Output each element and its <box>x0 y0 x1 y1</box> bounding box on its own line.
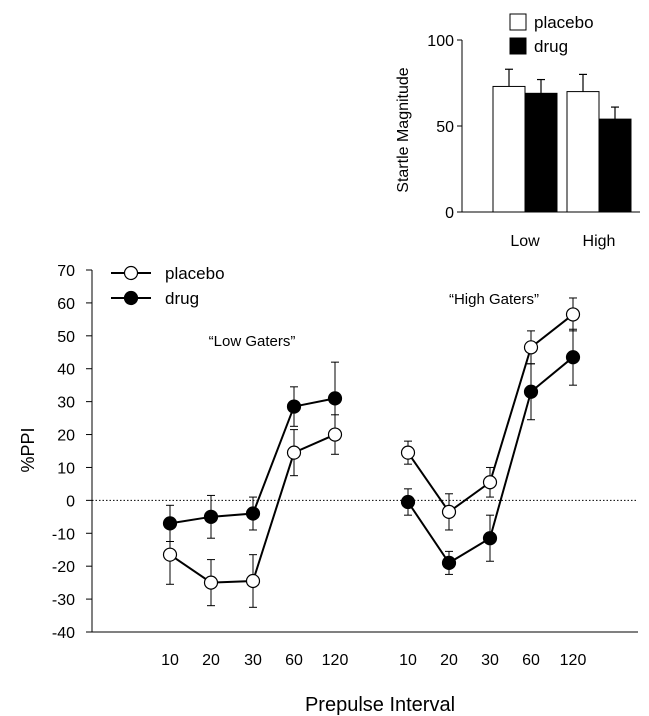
line-y-tick-label: 10 <box>57 460 75 477</box>
line-x-tick-label: 60 <box>285 652 303 669</box>
point-placebo <box>203 575 219 590</box>
line-x-tick-label: 30 <box>244 652 262 669</box>
bar-category-label: Low <box>510 233 540 250</box>
point-placebo <box>400 445 416 460</box>
point-drug <box>482 531 498 546</box>
point-placebo <box>565 307 581 322</box>
bar-legend-label: drug <box>534 37 568 56</box>
group-label: “Low Gaters” <box>209 333 296 350</box>
line-y-tick-label: 20 <box>57 428 75 445</box>
line-y-tick-label: -30 <box>52 592 75 609</box>
point-placebo <box>523 340 539 355</box>
line-x-tick-label: 10 <box>399 652 417 669</box>
line-legend-marker-drug <box>123 290 139 306</box>
point-drug <box>286 399 302 414</box>
bar-drug <box>598 118 632 213</box>
point-drug <box>203 509 219 524</box>
bar-y-tick-label: 100 <box>427 33 454 50</box>
bar-y-tick-label: 0 <box>445 205 454 222</box>
point-drug <box>327 391 343 406</box>
bar-y-label: Startle Magnitude <box>395 67 412 193</box>
point-placebo <box>441 504 457 519</box>
line-x-tick-label: 120 <box>560 652 587 669</box>
line-y-tick-label: 30 <box>57 395 75 412</box>
line-y-tick-label: -10 <box>52 526 75 543</box>
bar-placebo <box>566 91 600 213</box>
point-placebo <box>286 445 302 460</box>
line-y-tick-label: 70 <box>57 263 75 280</box>
point-drug <box>523 384 539 399</box>
point-placebo <box>327 427 343 442</box>
line-x-label: Prepulse Interval <box>305 694 455 716</box>
point-drug <box>565 350 581 365</box>
bar-drug <box>524 92 558 213</box>
point-drug <box>441 555 457 570</box>
line-x-tick-label: 60 <box>522 652 540 669</box>
point-placebo <box>162 547 178 562</box>
point-placebo <box>245 573 261 589</box>
line-legend-marker-placebo <box>123 265 139 281</box>
line-x-tick-label: 120 <box>322 652 349 669</box>
bar-legend-swatch-placebo <box>509 13 527 31</box>
line-y-tick-label: 0 <box>66 493 75 510</box>
line-x-tick-label: 10 <box>161 652 179 669</box>
line-y-tick-label: -40 <box>52 625 75 642</box>
line-y-tick-label: 50 <box>57 329 75 346</box>
bar-y-tick-label: 50 <box>436 119 454 136</box>
point-drug <box>162 516 178 531</box>
line-x-tick-label: 20 <box>440 652 458 669</box>
bar-legend-swatch-drug <box>509 37 527 55</box>
line-y-label: %PPI <box>18 427 38 472</box>
bar-placebo <box>492 85 526 213</box>
line-y-tick-label: 60 <box>57 296 75 313</box>
line-legend-label: placebo <box>165 264 225 283</box>
line-y-tick-label: 40 <box>57 362 75 379</box>
bar-category-label: High <box>583 233 616 250</box>
point-placebo <box>482 475 498 490</box>
group-label: “High Gaters” <box>449 291 539 308</box>
point-drug <box>245 506 261 521</box>
bar-legend-label: placebo <box>534 13 594 32</box>
line-x-tick-label: 30 <box>481 652 499 669</box>
line-y-tick-label: -20 <box>52 559 75 576</box>
line-x-tick-label: 20 <box>202 652 220 669</box>
point-drug <box>400 494 416 510</box>
line-legend-label: drug <box>165 289 199 308</box>
